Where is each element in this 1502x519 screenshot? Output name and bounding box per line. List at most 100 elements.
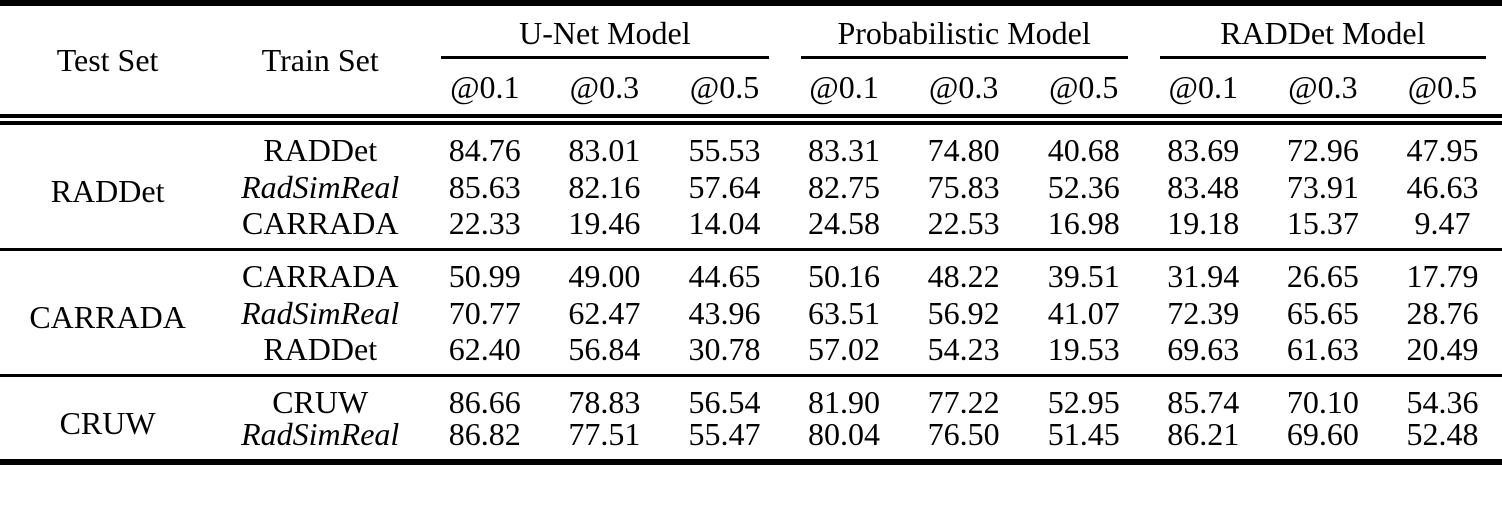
col-header-unet-03: @0.3 [569, 68, 640, 105]
table-row: RadSimReal 86.82 77.51 55.47 80.04 76.50… [0, 418, 1502, 462]
value-cell: 54.36 [1406, 384, 1479, 420]
train-set-cell: CARRADA [241, 205, 399, 241]
train-set-cell: RADDet [263, 331, 378, 367]
value-cell: 74.80 [927, 132, 1000, 168]
value-cell: 51.45 [1047, 416, 1120, 452]
test-set-cell: CARRADA [29, 299, 186, 335]
header-group-unet: U-Net Model [425, 3, 784, 59]
value-cell: 46.63 [1406, 168, 1479, 205]
value-cell: 69.63 [1167, 331, 1240, 367]
value-cell: 73.91 [1286, 168, 1359, 205]
value-cell: 16.98 [1047, 205, 1120, 241]
test-set-cell: RADDet [50, 173, 165, 209]
col-header-unet-05: @0.5 [689, 68, 760, 105]
value-cell: 40.68 [1047, 132, 1120, 168]
value-cell: 43.96 [688, 294, 761, 331]
value-cell: 48.22 [927, 258, 1000, 294]
header-test-set: Test Set [56, 42, 159, 78]
value-cell: 15.37 [1286, 205, 1359, 241]
value-cell: 14.04 [688, 205, 761, 241]
value-cell: 19.53 [1047, 331, 1120, 367]
value-cell: 41.07 [1047, 294, 1120, 331]
value-cell: 57.02 [808, 331, 881, 367]
value-cell: 30.78 [688, 331, 761, 367]
value-cell: 65.65 [1286, 294, 1359, 331]
train-set-cell: CARRADA [241, 258, 399, 294]
value-cell: 28.76 [1406, 294, 1479, 331]
value-cell: 83.31 [808, 132, 881, 168]
value-cell: 56.84 [568, 331, 641, 367]
value-cell: 75.83 [927, 168, 1000, 205]
col-header-raddet-03: @0.3 [1288, 68, 1358, 105]
group-raddet-testset: RADDet RADDet 84.76 83.01 55.53 83.31 74… [0, 120, 1502, 250]
header-group-raddet-label: RADDet Model [1220, 14, 1426, 51]
value-cell: 24.58 [808, 205, 881, 241]
value-cell: 56.92 [927, 294, 1000, 331]
value-cell: 77.51 [568, 416, 641, 452]
value-cell: 72.39 [1167, 294, 1240, 331]
col-header-unet-01: @0.1 [450, 68, 520, 105]
header-row-models: Test Set Train Set U-Net Model Probabili… [0, 3, 1502, 76]
col-header-raddet-05: @0.5 [1407, 68, 1478, 105]
value-cell: 80.04 [808, 416, 881, 452]
value-cell: 50.16 [808, 258, 881, 294]
value-cell: 83.01 [568, 132, 641, 168]
value-cell: 20.49 [1406, 331, 1479, 367]
value-cell: 52.36 [1047, 168, 1120, 205]
value-cell: 62.40 [448, 331, 521, 367]
header-train-set: Train Set [261, 42, 379, 78]
value-cell: 47.95 [1406, 132, 1479, 168]
value-cell: 22.33 [448, 205, 521, 241]
table-row: CARRADA CARRADA 50.99 49.00 44.65 50.16 … [0, 250, 1502, 333]
test-set-cell: CRUW [59, 404, 156, 441]
value-cell: 19.18 [1167, 205, 1240, 241]
cmidrule-probabilistic [800, 56, 1128, 59]
table-row: RADDet RADDet 84.76 83.01 55.53 83.31 74… [0, 120, 1502, 207]
value-cell: 55.47 [688, 416, 761, 452]
value-cell: 56.54 [688, 384, 761, 420]
results-table: Test Set Train Set U-Net Model Probabili… [0, 0, 1502, 465]
header-group-raddet: RADDet Model [1144, 3, 1502, 59]
value-cell: 54.23 [927, 331, 1000, 367]
train-set-cell: RadSimReal [241, 416, 400, 452]
cmidrule-raddet [1159, 56, 1486, 59]
value-cell: 50.99 [448, 258, 521, 294]
value-cell: 17.79 [1406, 258, 1479, 294]
value-cell: 82.16 [568, 168, 641, 205]
value-cell: 83.48 [1167, 168, 1240, 205]
header-group-probabilistic-label: Probabilistic Model [837, 14, 1091, 51]
value-cell: 39.51 [1047, 258, 1120, 294]
col-header-prob-05: @0.5 [1048, 68, 1119, 105]
value-cell: 70.77 [448, 294, 521, 331]
value-cell: 22.53 [927, 205, 1000, 241]
value-cell: 85.63 [448, 168, 521, 205]
train-set-cell: RadSimReal [241, 294, 400, 331]
col-header-prob-03: @0.3 [928, 68, 999, 105]
value-cell: 52.48 [1406, 416, 1479, 452]
value-cell: 84.76 [448, 132, 521, 168]
value-cell: 78.83 [568, 384, 641, 420]
header-row-thresholds: @0.1 @0.3 @0.5 @0.1 @0.3 @0.5 @0.1 @0.3 … [0, 59, 1502, 120]
train-set-cell: CRUW [272, 384, 369, 420]
value-cell: 61.63 [1286, 331, 1359, 367]
col-header-prob-01: @0.1 [809, 68, 879, 105]
table-header: Test Set Train Set U-Net Model Probabili… [0, 3, 1502, 120]
value-cell: 52.95 [1047, 384, 1120, 420]
value-cell: 82.75 [808, 168, 881, 205]
table-row: RadSimReal 70.77 62.47 43.96 63.51 56.92… [0, 292, 1502, 333]
value-cell: 49.00 [568, 258, 641, 294]
group-cruw-testset: CRUW CRUW 86.66 78.83 56.54 81.90 77.22 … [0, 375, 1502, 463]
value-cell: 86.21 [1167, 416, 1240, 452]
value-cell: 31.94 [1167, 258, 1240, 294]
value-cell: 76.50 [927, 416, 1000, 452]
value-cell: 83.69 [1167, 132, 1240, 168]
value-cell: 62.47 [568, 294, 641, 331]
table-row: CARRADA 22.33 19.46 14.04 24.58 22.53 16… [0, 207, 1502, 250]
value-cell: 77.22 [927, 384, 1000, 420]
value-cell: 26.65 [1286, 258, 1359, 294]
value-cell: 69.60 [1286, 416, 1359, 452]
value-cell: 9.47 [1414, 205, 1471, 241]
value-cell: 72.96 [1286, 132, 1359, 168]
value-cell: 86.82 [448, 416, 521, 452]
